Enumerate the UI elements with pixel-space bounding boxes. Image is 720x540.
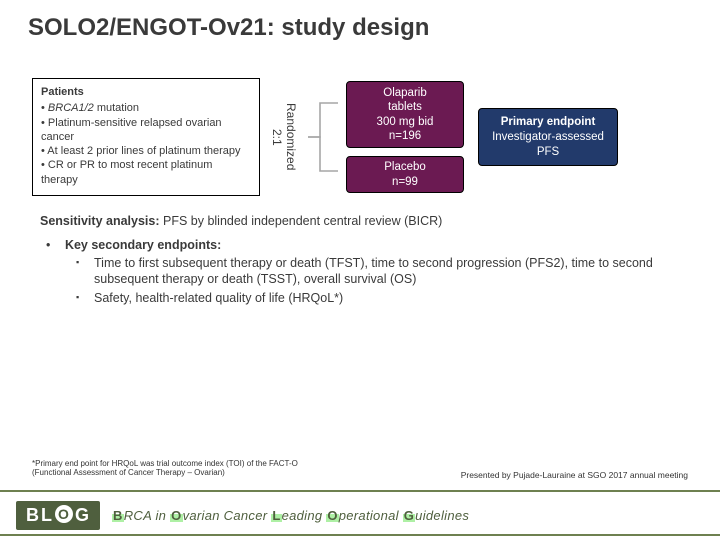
key-endpoint-item-0: Time to first subsequent therapy or deat… — [94, 255, 680, 288]
key-endpoint-item-1: Safety, health-related quality of life (… — [94, 290, 680, 306]
endpoint-title: Primary endpoint — [485, 115, 611, 130]
sensitivity-analysis: Sensitivity analysis: PFS by blinded ind… — [0, 210, 720, 238]
presented-by: Presented by Pujade-Lauraine at SGO 2017… — [461, 470, 688, 480]
blog-logo: BLOG — [16, 501, 100, 530]
primary-endpoint-box: Primary endpoint Investigator-assessed P… — [478, 108, 618, 167]
patients-criteria: • BRCA1/2 mutation• Platinum-sensitive r… — [41, 101, 251, 187]
key-secondary-endpoints: • Key secondary endpoints: Time to first… — [0, 238, 720, 306]
treatment-arm-0: Olaparibtablets300 mg bidn=196 — [346, 81, 464, 149]
footer-tagline: BRCA in Ovarian Cancer Leading Operation… — [112, 508, 469, 523]
endpoint-body: Investigator-assessed PFS — [485, 130, 611, 160]
fork-connector — [308, 92, 338, 182]
page-title: SOLO2/ENGOT-Ov21: study design — [0, 0, 720, 42]
patients-box: Patients • BRCA1/2 mutation• Platinum-se… — [32, 78, 260, 196]
footnote: *Primary end point for HRQoL was trial o… — [32, 459, 332, 478]
footer: BLOG BRCA in Ovarian Cancer Leading Oper… — [0, 501, 720, 530]
randomized-label: Randomized2:1 — [268, 103, 300, 170]
treatment-arms: Olaparibtablets300 mg bidn=196 Placebon=9… — [346, 81, 464, 193]
study-design-diagram: Patients • BRCA1/2 mutation• Platinum-se… — [0, 42, 720, 210]
treatment-arm-1: Placebon=99 — [346, 156, 464, 193]
patients-heading: Patients — [41, 85, 251, 99]
